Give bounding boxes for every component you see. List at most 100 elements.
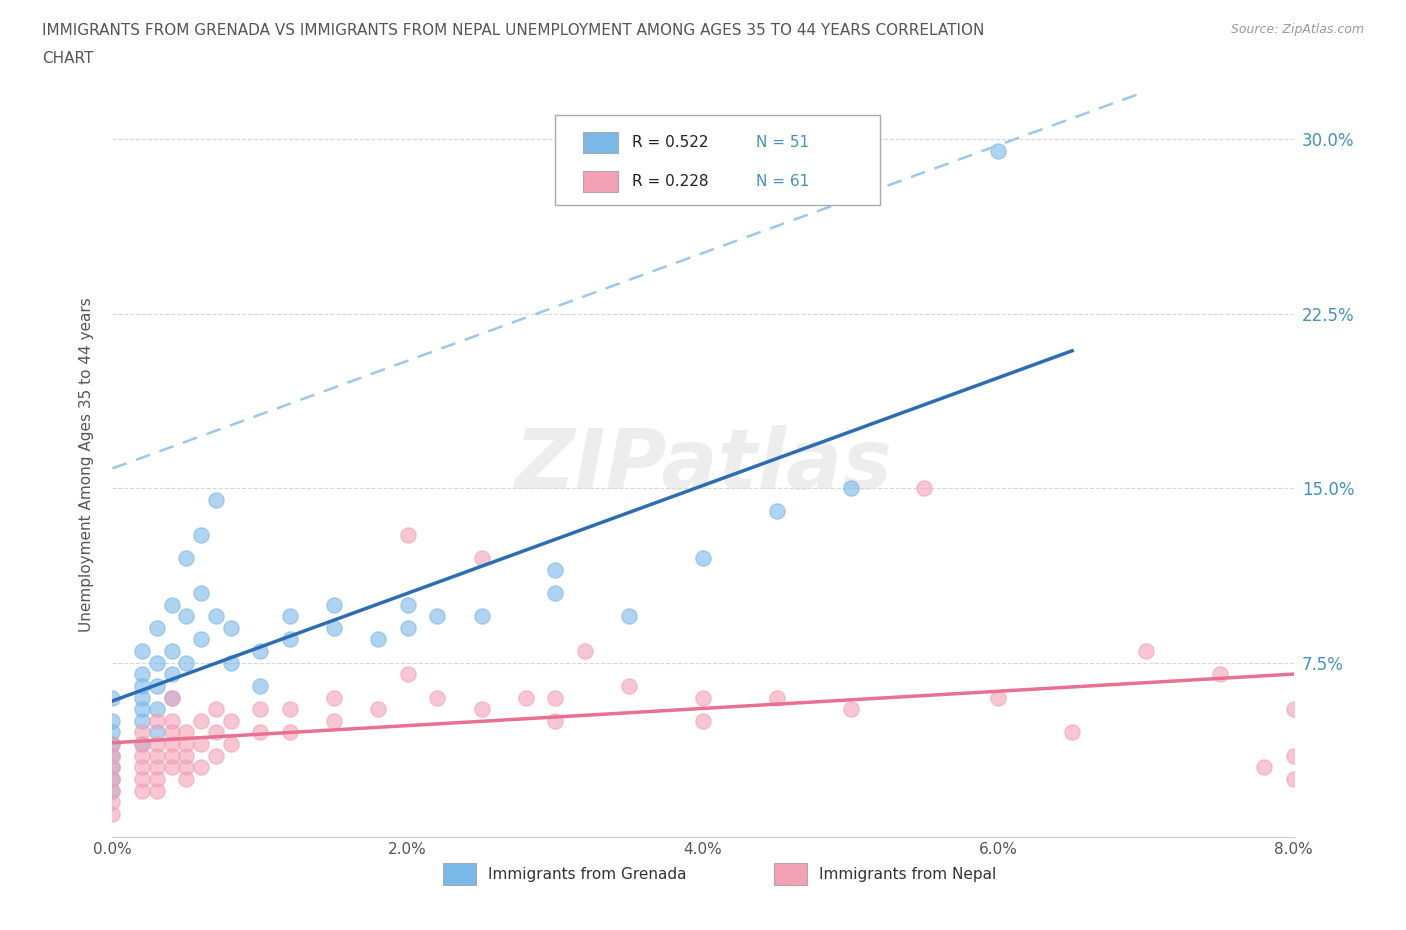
Point — [160, 690, 183, 705]
Point — [101, 713, 124, 728]
Text: N = 51: N = 51 — [756, 135, 810, 150]
Point — [471, 702, 494, 717]
Point — [323, 597, 346, 612]
Point — [101, 783, 124, 798]
Point — [396, 620, 419, 635]
Point — [249, 725, 271, 740]
Point — [426, 690, 449, 705]
Point — [367, 702, 389, 717]
Point — [619, 679, 641, 694]
Point — [131, 760, 153, 775]
Point — [1135, 644, 1157, 658]
Point — [278, 702, 301, 717]
Point — [131, 772, 153, 787]
Point — [205, 702, 228, 717]
Point — [101, 737, 124, 751]
Point — [190, 713, 212, 728]
Point — [396, 597, 419, 612]
Point — [219, 656, 242, 671]
Point — [249, 679, 271, 694]
Point — [471, 551, 494, 565]
Point — [396, 527, 419, 542]
Point — [101, 772, 124, 787]
Point — [174, 656, 197, 671]
Point — [160, 690, 183, 705]
Point — [101, 783, 124, 798]
Point — [323, 620, 346, 635]
Point — [249, 702, 271, 717]
Point — [692, 690, 714, 705]
Point — [1282, 702, 1305, 717]
FancyBboxPatch shape — [773, 863, 807, 885]
Y-axis label: Unemployment Among Ages 35 to 44 years: Unemployment Among Ages 35 to 44 years — [79, 298, 94, 632]
Point — [131, 667, 153, 682]
Point — [131, 644, 153, 658]
Point — [131, 783, 153, 798]
Point — [146, 748, 169, 763]
Point — [190, 760, 212, 775]
Point — [146, 702, 169, 717]
Point — [205, 609, 228, 624]
Point — [987, 144, 1010, 159]
Point — [205, 725, 228, 740]
Point — [278, 609, 301, 624]
Point — [544, 690, 567, 705]
Point — [131, 690, 153, 705]
Point — [174, 737, 197, 751]
Point — [146, 713, 169, 728]
Point — [174, 551, 197, 565]
Text: CHART: CHART — [42, 51, 94, 66]
Point — [131, 748, 153, 763]
Point — [101, 725, 124, 740]
Point — [205, 748, 228, 763]
Point — [160, 597, 183, 612]
Text: R = 0.522: R = 0.522 — [633, 135, 709, 150]
FancyBboxPatch shape — [555, 115, 880, 205]
FancyBboxPatch shape — [582, 171, 619, 192]
Text: R = 0.228: R = 0.228 — [633, 174, 709, 189]
Point — [914, 481, 936, 496]
Point — [160, 748, 183, 763]
Point — [146, 737, 169, 751]
Point — [146, 679, 169, 694]
Point — [131, 702, 153, 717]
Point — [101, 748, 124, 763]
Point — [101, 806, 124, 821]
Point — [396, 667, 419, 682]
Point — [131, 737, 153, 751]
Point — [146, 725, 169, 740]
Point — [1282, 748, 1305, 763]
Point — [190, 586, 212, 601]
Point — [1253, 760, 1275, 775]
Point — [219, 737, 242, 751]
Point — [101, 690, 124, 705]
Point — [131, 679, 153, 694]
Point — [544, 713, 567, 728]
Point — [692, 551, 714, 565]
Point — [146, 760, 169, 775]
Point — [146, 772, 169, 787]
Text: ZIPatlas: ZIPatlas — [515, 424, 891, 506]
Point — [160, 667, 183, 682]
FancyBboxPatch shape — [443, 863, 477, 885]
Point — [367, 632, 389, 647]
Point — [839, 481, 862, 496]
Point — [174, 760, 197, 775]
Point — [692, 713, 714, 728]
Point — [219, 620, 242, 635]
Point — [101, 748, 124, 763]
Point — [131, 725, 153, 740]
Point — [278, 632, 301, 647]
Text: Source: ZipAtlas.com: Source: ZipAtlas.com — [1230, 23, 1364, 36]
Point — [323, 713, 346, 728]
Point — [160, 760, 183, 775]
Point — [190, 737, 212, 751]
Point — [515, 690, 537, 705]
Point — [544, 562, 567, 577]
Point — [471, 609, 494, 624]
Point — [323, 690, 346, 705]
Point — [146, 620, 169, 635]
Point — [101, 760, 124, 775]
FancyBboxPatch shape — [582, 132, 619, 153]
Point — [101, 737, 124, 751]
